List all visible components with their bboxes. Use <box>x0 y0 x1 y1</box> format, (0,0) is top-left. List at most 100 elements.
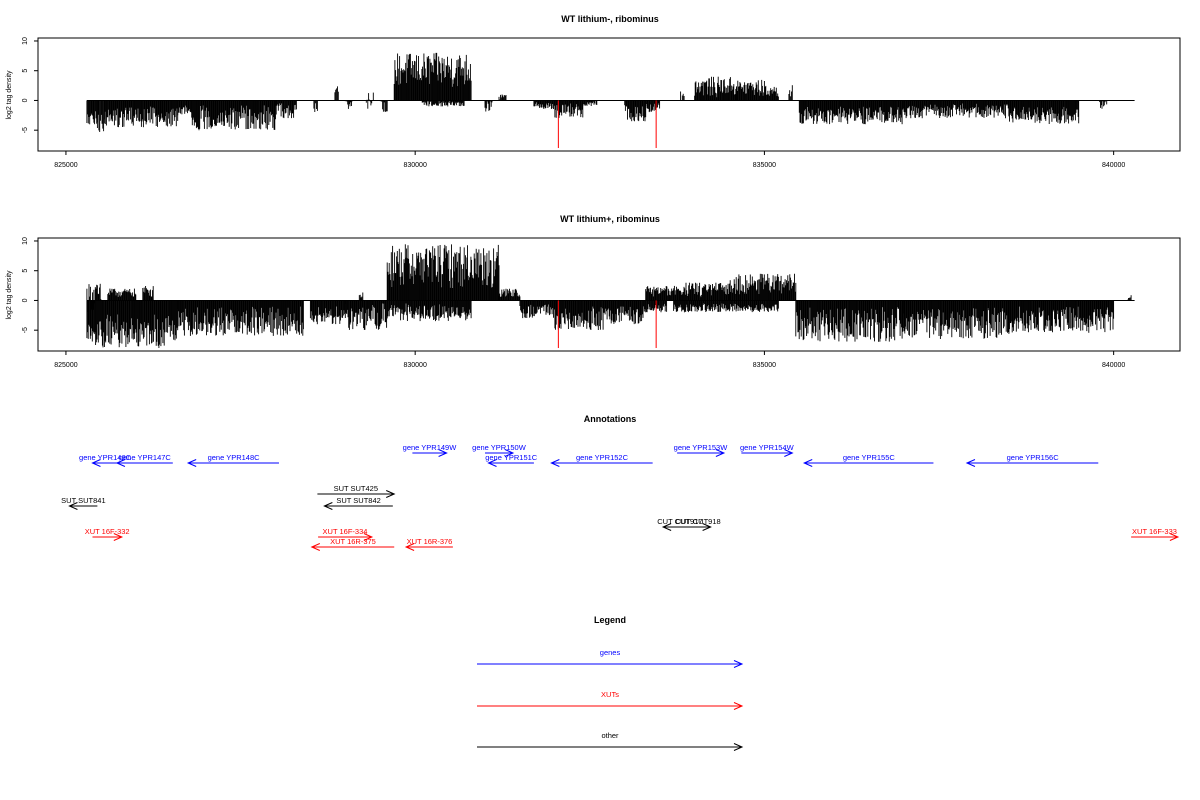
feature-arrow-head <box>661 523 672 531</box>
feature-arrow-head <box>715 449 726 457</box>
feature-label: XUT 16F-332 <box>85 527 130 536</box>
annotation-feature: XUT 16F-334 <box>318 527 374 541</box>
feature-arrow-head <box>487 459 497 467</box>
feature-label: gene YPR148C <box>208 453 261 462</box>
panel-2-ylabel: log2 tag density <box>6 270 13 320</box>
annotation-feature: gene YPR149W <box>403 443 458 457</box>
feature-label: SUT SUT425 <box>334 484 378 493</box>
y-tick-label: -5 <box>22 327 29 333</box>
legend-label: other <box>601 731 619 740</box>
x-tick-label: 840000 <box>1102 362 1125 369</box>
annotation-feature: SUT SUT425 <box>317 484 396 498</box>
annotation-feature: gene YPR154W <box>740 443 795 457</box>
x-tick-label: 825000 <box>54 362 77 369</box>
annotation-feature: gene YPR151C <box>485 453 538 467</box>
annotation-feature: gene YPR155C <box>802 453 934 467</box>
annotation-feature: gene YPR153W <box>674 443 729 457</box>
panel-2-title: WT lithium+, ribominus <box>560 214 660 224</box>
feature-label: gene YPR155C <box>843 453 896 462</box>
panel-1-axes: 825000 830000 835000 840000 10 5 0 -5 <box>22 37 1125 169</box>
annotation-feature: SUT SUT841 <box>61 496 106 510</box>
annotation-feature: XUT 16R-376 <box>404 537 453 551</box>
feature-arrow-head <box>68 502 78 510</box>
feature-label: XUT 16R-375 <box>330 537 376 546</box>
feature-arrow-head <box>186 459 197 467</box>
feature-arrow-head <box>504 449 515 457</box>
legend-items: genes XUTs other <box>477 648 744 751</box>
feature-label: gene YPR154W <box>740 443 795 452</box>
legend-item: other <box>477 731 744 751</box>
annotation-feature: gene YPR156C <box>965 453 1099 467</box>
panel-2-axes: 825000 830000 835000 840000 10 5 0 -5 <box>22 237 1125 369</box>
annotation-feature: CUT CUT918 <box>675 517 721 531</box>
feature-label: gene YPR151C <box>485 453 538 462</box>
annotation-feature: XUT 16F-333 <box>1131 527 1180 541</box>
feature-label: gene YPR152C <box>576 453 629 462</box>
y-tick-label: 10 <box>22 237 29 245</box>
y-tick-label: 0 <box>22 298 29 302</box>
feature-label: gene YPR146C <box>79 453 132 462</box>
feature-label: gene YPR156C <box>1007 453 1060 462</box>
legend-label: genes <box>600 648 621 657</box>
feature-arrow-head <box>310 543 321 551</box>
feature-arrow-head <box>965 459 976 467</box>
feature-arrow-head <box>363 533 374 541</box>
annotation-feature: gene YPR152C <box>550 453 653 467</box>
feature-arrow-head <box>438 449 448 457</box>
annotation-feature: SUT SUT842 <box>323 496 393 510</box>
feature-arrow-head <box>113 533 124 541</box>
legend-item: XUTs <box>477 690 744 710</box>
feature-label: gene YPR153W <box>674 443 729 452</box>
x-tick-label: 835000 <box>753 162 776 169</box>
feature-arrow-head <box>550 459 560 467</box>
feature-arrow-head <box>702 523 712 531</box>
feature-arrow-head <box>784 449 794 457</box>
x-tick-label: 825000 <box>54 162 77 169</box>
track-panel-1: WT lithium-, ribominus log2 tag density … <box>6 14 1181 169</box>
feature-arrow-head <box>1169 533 1180 541</box>
panel-1-ylabel: log2 tag density <box>6 70 13 120</box>
feature-label: CUT CUT918 <box>675 517 720 526</box>
annotation-feature: XUT 16R-375 <box>310 537 395 551</box>
annotation-feature: gene YPR146C <box>79 453 132 467</box>
feature-label: XUT 16F-334 <box>323 527 368 536</box>
panel-1-marks <box>86 52 1135 149</box>
y-tick-label: 10 <box>22 37 29 45</box>
panel-2-marks <box>86 244 1135 349</box>
annotation-feature: gene YPR147C <box>115 453 173 467</box>
feature-label: CUT CUT917 <box>657 517 702 526</box>
y-tick-label: 5 <box>22 69 29 73</box>
x-tick-label: 835000 <box>753 362 776 369</box>
feature-label: gene YPR147C <box>119 453 172 462</box>
feature-arrow-head <box>802 459 813 467</box>
feature-arrow-head <box>91 459 101 467</box>
legend-panel: Legend genes XUTs other <box>477 615 744 751</box>
panel-2-frame <box>37 237 1181 352</box>
feature-arrow-head <box>323 502 333 510</box>
y-tick-label: 0 <box>22 98 29 102</box>
annotation-feature: gene YPR150W <box>472 443 527 457</box>
track-panel-2: WT lithium+, ribominus log2 tag density … <box>6 214 1181 369</box>
annotation-feature: gene YPR148C <box>186 453 279 467</box>
legend-arrow-head <box>733 660 744 668</box>
feature-label: gene YPR149W <box>403 443 458 452</box>
feature-label: XUT 16F-333 <box>1132 527 1177 536</box>
feature-label: SUT SUT841 <box>61 496 105 505</box>
x-tick-label: 830000 <box>403 362 426 369</box>
legend-arrow-head <box>733 743 744 751</box>
feature-arrow-head <box>404 543 415 551</box>
legend-arrow-head <box>733 702 744 710</box>
feature-label: gene YPR150W <box>472 443 527 452</box>
feature-arrow-head <box>386 490 396 498</box>
legend-label: XUTs <box>601 690 619 699</box>
y-tick-label: 5 <box>22 269 29 273</box>
y-tick-label: -5 <box>22 127 29 133</box>
panel-1-frame <box>37 37 1181 152</box>
feature-arrow-head <box>115 459 126 467</box>
panel-1-title: WT lithium-, ribominus <box>561 14 659 24</box>
x-tick-label: 830000 <box>403 162 426 169</box>
legend-item: genes <box>477 648 744 668</box>
